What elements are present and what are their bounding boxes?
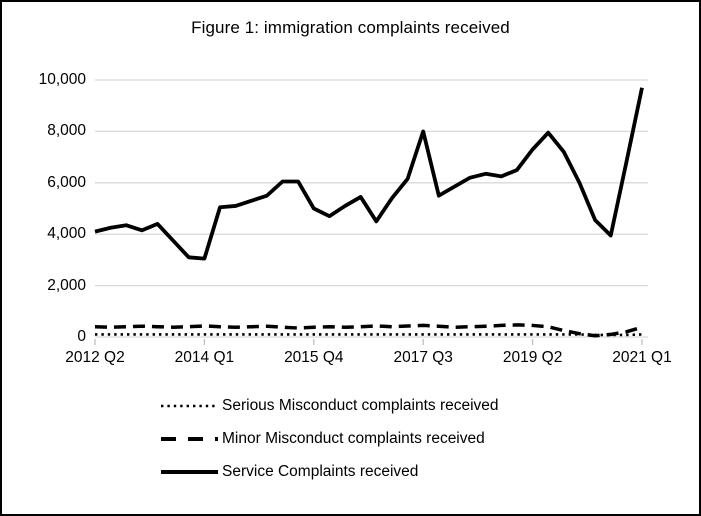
y-axis-label: 6,000 [47, 173, 86, 191]
y-axis-label: 2,000 [47, 276, 86, 294]
legend: Serious Misconduct complaints received M… [160, 394, 499, 493]
x-axis-label: 2021 Q1 [612, 349, 672, 366]
y-axis-label: 8,000 [47, 122, 86, 140]
x-axis-label: 2014 Q1 [174, 349, 235, 366]
series-line-dotted [95, 333, 643, 337]
dotted-line-icon [161, 404, 218, 407]
dashed-line-icon [161, 436, 218, 441]
x-axis-label: 2019 Q2 [502, 349, 563, 366]
legend-label-serious: Serious Misconduct complaints received [222, 396, 499, 414]
x-axis-label: 2012 Q2 [65, 349, 125, 366]
solid-line-icon [161, 469, 218, 474]
legend-item-minor-misconduct: Minor Misconduct complaints received [160, 427, 499, 450]
x-axis-label: 2015 Q4 [284, 349, 344, 366]
y-axis-label: 0 [77, 328, 86, 345]
legend-label-service: Service Complaints received [222, 462, 419, 480]
x-axis-label: 2017 Q3 [393, 349, 453, 366]
chart-title: Figure 1: immigration complaints receive… [191, 18, 510, 37]
legend-item-serious-misconduct: Serious Misconduct complaints received [160, 394, 499, 417]
y-axis-label: 10,000 [38, 71, 86, 88]
legend-label-minor: Minor Misconduct complaints received [222, 429, 485, 447]
series-line-dashed [94, 323, 643, 338]
series-line-solid [94, 87, 644, 261]
legend-item-service-complaints: Service Complaints received [160, 460, 499, 483]
y-axis-label: 4,000 [47, 225, 86, 243]
